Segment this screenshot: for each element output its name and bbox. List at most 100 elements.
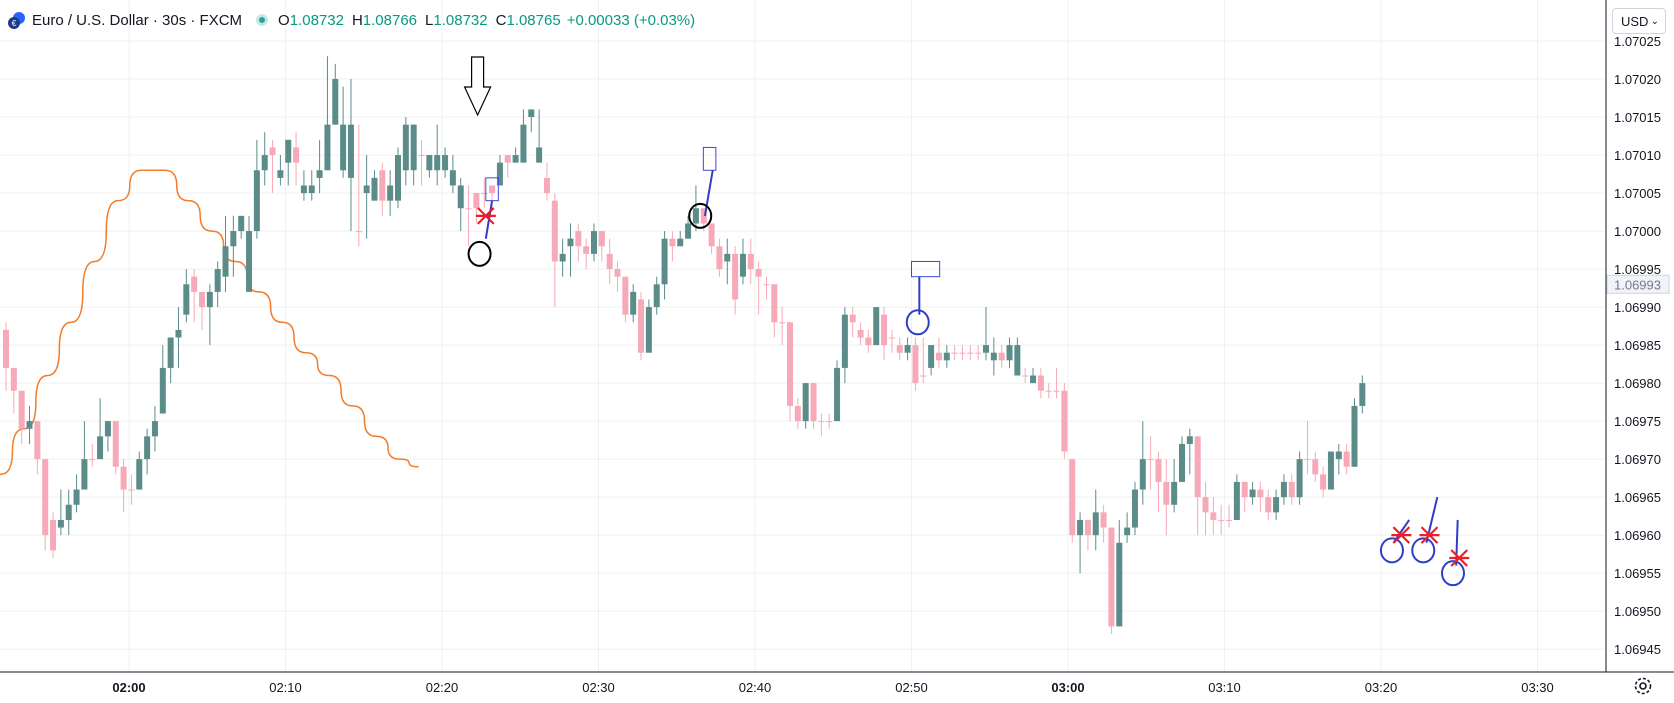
candle: [630, 284, 637, 323]
price-tick-label: 1.07015: [1614, 110, 1661, 125]
candle: [967, 345, 974, 361]
candle: [1084, 519, 1091, 551]
candle: [246, 215, 253, 292]
price-tick-label: 1.06990: [1614, 300, 1661, 315]
candle: [849, 307, 856, 338]
candle: [449, 155, 456, 194]
candle: [779, 307, 786, 346]
candle-body: [151, 421, 158, 437]
candle-body: [371, 177, 378, 201]
candle-body: [355, 231, 362, 233]
candle-body: [191, 276, 198, 292]
candle: [410, 124, 417, 186]
candle-body: [1069, 459, 1076, 536]
candle: [591, 223, 597, 262]
candle: [755, 261, 762, 315]
candle-body: [73, 489, 80, 505]
candle: [191, 269, 198, 323]
candle-body: [716, 246, 723, 270]
price-tick-label: 1.06945: [1614, 642, 1661, 657]
candle: [1108, 527, 1115, 634]
candle-body: [402, 124, 409, 171]
time-tick-label: 02:20: [426, 680, 459, 695]
candle: [457, 177, 464, 232]
candle: [1163, 459, 1170, 536]
candle: [504, 155, 511, 178]
candle-body: [1218, 519, 1225, 521]
time-tick-label: 02:30: [582, 680, 615, 695]
candle-body: [269, 147, 276, 156]
cross-annotation: [1449, 549, 1470, 567]
candle: [238, 215, 245, 239]
candle: [1006, 337, 1013, 368]
gear-icon[interactable]: [1632, 675, 1654, 697]
candle: [975, 345, 982, 361]
candle-body: [206, 291, 213, 308]
candle-body: [277, 170, 284, 178]
candle: [1100, 504, 1107, 543]
candle: [26, 405, 33, 444]
candle: [888, 329, 895, 353]
candle: [73, 474, 80, 513]
candle-body: [1296, 459, 1303, 498]
candle-body: [708, 223, 715, 247]
candle: [1147, 436, 1154, 490]
candle: [1014, 337, 1021, 376]
candle: [1155, 451, 1162, 513]
candle: [1257, 481, 1264, 513]
candle: [347, 79, 354, 232]
candle: [18, 390, 25, 444]
candle-body: [975, 352, 982, 354]
circle-annotation: [905, 309, 930, 336]
candle: [543, 162, 550, 201]
candle: [826, 413, 833, 429]
candle-body: [395, 155, 401, 201]
candle: [677, 231, 684, 247]
candle: [402, 117, 409, 186]
candle-body: [841, 314, 848, 368]
candle-body: [990, 352, 997, 361]
symbol-title[interactable]: Euro / U.S. Dollar · 30s · FXCM: [32, 11, 243, 29]
candle: [1335, 443, 1342, 475]
candle: [1249, 481, 1256, 505]
time-tick-label: 02:50: [895, 680, 928, 695]
candle: [175, 307, 182, 368]
candle: [528, 109, 535, 133]
price-tick-label: 1.07010: [1614, 148, 1661, 163]
candle: [841, 307, 848, 384]
candle-body: [379, 170, 386, 201]
candle-body: [1022, 375, 1029, 377]
candle-body: [834, 367, 841, 422]
candle-body: [1061, 390, 1068, 452]
candle: [308, 170, 315, 201]
candle-body: [214, 269, 221, 292]
candle-body: [144, 436, 151, 460]
price-axis[interactable]: 1.07025 1.07020 1.07015 1.07010 1.07005 1.070…: [1605, 0, 1674, 703]
currency-button[interactable]: USD ⌄: [1612, 8, 1666, 34]
candle-body: [677, 238, 684, 247]
candle-body: [1014, 345, 1021, 376]
candle: [120, 459, 127, 513]
candle: [708, 223, 715, 254]
time-axis[interactable]: 02:00 02:10 02:20 02:30 02:40 02:50 03:00 03:10…: [0, 671, 1674, 703]
candle: [387, 170, 394, 216]
symbol-legend: € Euro / U.S. Dollar · 30s · FXCM O 1.087…: [8, 9, 695, 31]
candle-body: [347, 124, 354, 178]
candle-body: [888, 337, 895, 339]
candle: [787, 322, 793, 422]
candle-body: [732, 253, 739, 300]
candle: [159, 345, 166, 414]
candle-body: [1037, 375, 1044, 391]
candle-body: [755, 269, 762, 277]
candle: [1327, 451, 1334, 490]
time-tick-label: 03:00: [1051, 680, 1084, 695]
candle: [418, 139, 425, 186]
candle-body: [528, 109, 535, 118]
price-tick-label: 1.07005: [1614, 186, 1661, 201]
candle-body: [1186, 436, 1193, 444]
candle: [575, 223, 582, 262]
candle: [34, 421, 41, 475]
circle-annotation: [1440, 560, 1465, 587]
candle-body: [34, 421, 41, 460]
